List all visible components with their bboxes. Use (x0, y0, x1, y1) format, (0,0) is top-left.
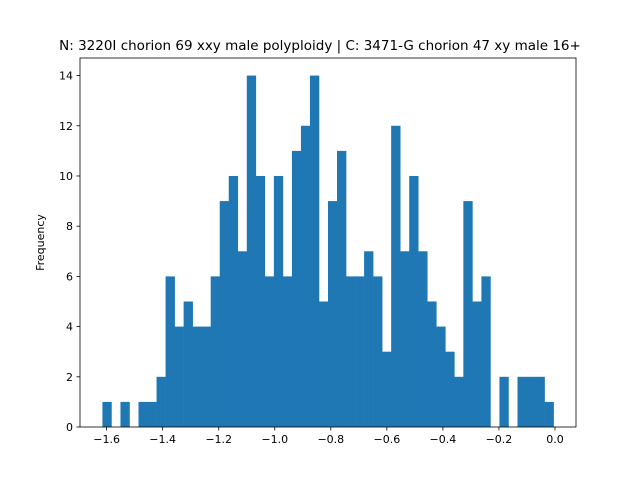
histogram-bar (472, 301, 482, 427)
y-tick-label: 14 (59, 70, 73, 83)
histogram-bar (418, 251, 428, 427)
x-tick-label: −0.2 (486, 433, 513, 446)
histogram-bar (138, 401, 148, 427)
histogram-bar (328, 201, 338, 427)
y-tick-label: 6 (66, 270, 73, 283)
y-tick-label: 12 (59, 120, 73, 133)
histogram-bar (355, 276, 365, 427)
y-tick-label: 4 (66, 321, 73, 334)
histogram-bars (102, 75, 554, 427)
histogram-bar (463, 201, 473, 427)
x-tick-label: −0.6 (373, 433, 400, 446)
histogram-bar (291, 150, 302, 427)
histogram-bar (210, 276, 221, 427)
histogram-bar (535, 376, 545, 427)
histogram-bar (391, 125, 401, 427)
y-tick-label: 0 (66, 421, 73, 434)
histogram-bar (102, 401, 112, 427)
histogram-bar (346, 276, 356, 427)
histogram-bar (409, 175, 419, 427)
histogram-bar (282, 276, 293, 427)
histogram-bar (445, 351, 455, 427)
chart-title: N: 3220I chorion 69 xxy male polyploidy … (59, 38, 581, 54)
x-tick-label: 0.0 (546, 433, 564, 446)
histogram-bar (273, 175, 284, 427)
histogram-bar (192, 326, 202, 427)
histogram-bar (373, 276, 383, 427)
histogram-bar (481, 276, 491, 427)
histogram-bar (300, 125, 311, 427)
y-axis: 0 2 4 6 8 10 12 14 (59, 70, 80, 434)
histogram-bar (400, 251, 410, 427)
x-tick-label: −0.4 (430, 433, 457, 446)
histogram-bar (309, 75, 320, 427)
histogram-bar (544, 401, 554, 427)
histogram-bar (255, 175, 266, 427)
histogram-bar (337, 150, 347, 427)
histogram-bar (147, 401, 157, 427)
histogram-bar (318, 301, 329, 427)
x-tick-label: −1.4 (149, 433, 176, 446)
histogram-bar (499, 376, 509, 427)
histogram-bar (174, 326, 184, 427)
histogram-bar (201, 326, 211, 427)
histogram-bar (382, 351, 392, 427)
histogram-bar (364, 251, 374, 427)
histogram-bar (219, 201, 230, 427)
histogram-bar (165, 276, 175, 427)
x-tick-label: −0.8 (317, 433, 344, 446)
histogram-bar (436, 326, 446, 427)
histogram-bar (228, 175, 239, 427)
x-tick-label: −1.0 (261, 433, 288, 446)
histogram-bar (427, 301, 437, 427)
histogram-bar (120, 401, 130, 427)
x-axis: −1.6 −1.4 −1.2 −1.0 −0.8 −0.6 −0.4 −0.2 0.0 (93, 427, 564, 446)
y-axis-label: Frequency (34, 214, 47, 271)
x-tick-label: −1.6 (93, 433, 120, 446)
histogram-bar (454, 376, 464, 427)
plot-frame (79, 57, 577, 428)
histogram-bar (246, 75, 257, 427)
histogram-bar (156, 376, 166, 427)
histogram-bar (264, 276, 275, 427)
y-tick-label: 8 (66, 220, 73, 233)
y-tick-label: 2 (66, 371, 73, 384)
y-tick-label: 10 (59, 170, 73, 183)
histogram-bar (517, 376, 527, 427)
histogram-bar (237, 251, 248, 427)
histogram-bar (183, 301, 193, 427)
x-tick-label: −1.2 (205, 433, 232, 446)
histogram-bar (526, 376, 536, 427)
